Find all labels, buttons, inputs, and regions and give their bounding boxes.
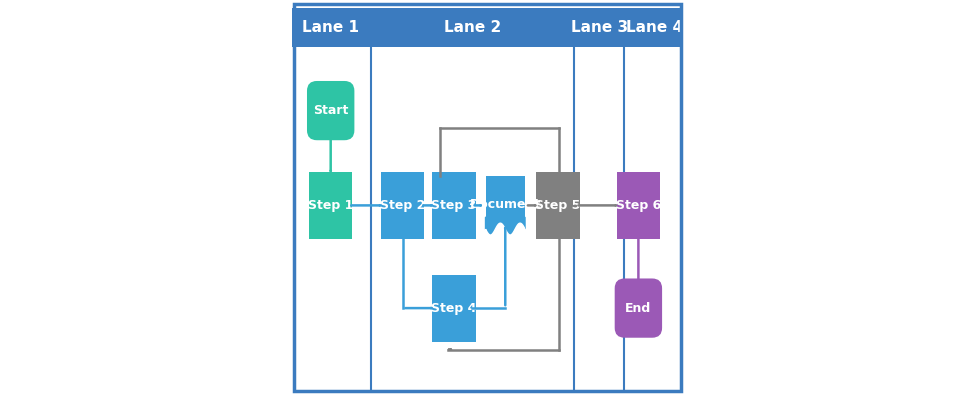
- FancyBboxPatch shape: [432, 172, 476, 239]
- Text: Step 5: Step 5: [535, 199, 580, 212]
- FancyBboxPatch shape: [432, 275, 476, 342]
- Text: Lane 4: Lane 4: [626, 20, 682, 35]
- Text: Lane 1: Lane 1: [302, 20, 359, 35]
- FancyBboxPatch shape: [381, 172, 424, 239]
- FancyBboxPatch shape: [574, 8, 624, 47]
- Text: Step 2: Step 2: [380, 199, 425, 212]
- Text: Start: Start: [313, 104, 348, 117]
- Text: Lane 3: Lane 3: [570, 20, 628, 35]
- FancyBboxPatch shape: [307, 81, 354, 140]
- FancyBboxPatch shape: [370, 8, 574, 47]
- FancyBboxPatch shape: [486, 176, 525, 229]
- FancyBboxPatch shape: [624, 8, 683, 47]
- Text: Step 4: Step 4: [431, 302, 477, 314]
- Polygon shape: [486, 217, 525, 235]
- Text: Step 3: Step 3: [431, 199, 477, 212]
- Text: Lane 2: Lane 2: [444, 20, 501, 35]
- Text: Document: Document: [470, 198, 541, 211]
- Polygon shape: [486, 223, 525, 243]
- FancyBboxPatch shape: [614, 278, 662, 338]
- Text: Step 1: Step 1: [308, 199, 353, 212]
- FancyBboxPatch shape: [616, 172, 660, 239]
- FancyBboxPatch shape: [309, 172, 352, 239]
- Text: Step 6: Step 6: [616, 199, 661, 212]
- FancyBboxPatch shape: [536, 172, 579, 239]
- FancyBboxPatch shape: [292, 8, 370, 47]
- Text: End: End: [625, 302, 651, 314]
